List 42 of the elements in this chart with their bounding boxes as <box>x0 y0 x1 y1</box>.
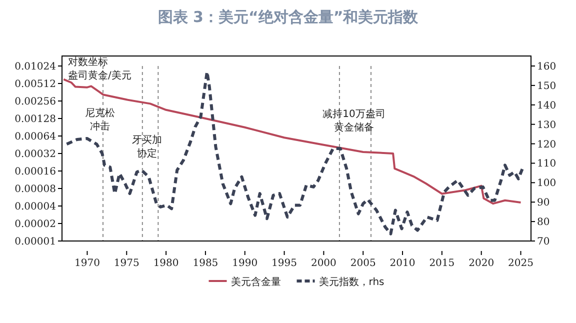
y2-tick-label: 120 <box>537 139 556 150</box>
y-tick-label: 0.00004 <box>14 202 56 212</box>
y2-tick-label: 130 <box>537 120 556 131</box>
y-tick-label: 0.00256 <box>14 96 56 108</box>
x-tick-label: 2005 <box>350 258 376 269</box>
x-tick-label: 2025 <box>508 258 534 269</box>
annotation: 对数坐标盎司黄金/美元 <box>68 56 132 82</box>
y2-tick-label: 80 <box>537 217 550 228</box>
y-tick-label: 0.00016 <box>14 166 56 178</box>
legend-label: 美元含金量 <box>230 276 281 288</box>
y-tick-label: 0.00001 <box>14 236 56 248</box>
x-tick-label: 2000 <box>310 258 336 269</box>
x-tick-label: 1980 <box>153 258 179 269</box>
x-tick-label: 1970 <box>74 258 100 269</box>
y-tick-label: 0.00002 <box>14 219 56 230</box>
y-tick-label: 0.00032 <box>14 149 56 160</box>
chart-title: 图表 3：美元“绝对含金量”和美元指数 <box>158 8 420 26</box>
y2-tick-label: 110 <box>537 158 556 170</box>
x-tick-label: 1975 <box>114 258 140 269</box>
x-tick-label: 1995 <box>272 258 298 269</box>
y2-tick-label: 70 <box>537 236 550 248</box>
annotation: 尼克松冲击 <box>85 107 115 132</box>
x-tick-label: 1990 <box>232 258 258 269</box>
y2-tick-label: 90 <box>537 198 550 209</box>
annotation: 减持10万盎司黄金储备 <box>322 108 386 134</box>
line-series <box>62 78 522 205</box>
y2-tick-label: 140 <box>537 100 556 112</box>
y-tick-label: 0.01024 <box>14 62 56 72</box>
y-tick-label: 0.00512 <box>14 79 56 90</box>
y2-tick-label: 150 <box>537 80 556 92</box>
y2-tick-label: 160 <box>537 62 556 72</box>
y2-tick-label: 100 <box>537 178 556 190</box>
y-tick-label: 0.00064 <box>14 132 56 142</box>
x-tick-label: 2010 <box>390 258 416 269</box>
legend-label: 美元指数，rhs <box>318 276 384 288</box>
x-tick-label: 1985 <box>192 258 218 269</box>
x-tick-label: 2020 <box>468 258 494 269</box>
y-tick-label: 0.00128 <box>14 114 56 125</box>
y-tick-label: 0.00008 <box>14 184 56 195</box>
x-tick-label: 2015 <box>429 258 455 269</box>
line-series <box>65 70 525 236</box>
annotation: 牙买加协定 <box>132 134 162 160</box>
